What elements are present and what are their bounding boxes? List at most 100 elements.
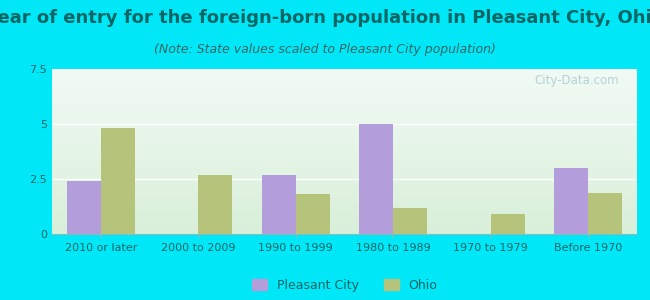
Bar <box>52 82 637 83</box>
Bar <box>52 99 637 100</box>
Bar <box>52 196 637 197</box>
Bar <box>52 168 637 169</box>
Bar <box>52 187 637 188</box>
Bar <box>52 179 637 180</box>
Bar <box>52 226 637 227</box>
Bar <box>52 139 637 140</box>
Bar <box>52 72 637 73</box>
Bar <box>52 107 637 108</box>
Bar <box>52 162 637 163</box>
Bar <box>52 154 637 155</box>
Bar <box>52 132 637 133</box>
Bar <box>52 228 637 229</box>
Bar <box>52 140 637 141</box>
Bar <box>52 205 637 206</box>
Bar <box>52 160 637 161</box>
Bar <box>52 79 637 80</box>
Bar <box>52 173 637 174</box>
Bar <box>52 86 637 87</box>
Bar <box>52 177 637 178</box>
Bar <box>52 111 637 112</box>
Bar <box>101 128 135 234</box>
Bar <box>66 181 101 234</box>
Bar <box>52 69 637 70</box>
Bar <box>52 210 637 211</box>
Bar <box>52 78 637 79</box>
Bar <box>52 100 637 101</box>
Bar <box>52 136 637 137</box>
Bar <box>52 120 637 121</box>
Bar <box>52 152 637 153</box>
Bar <box>52 201 637 202</box>
Bar <box>52 159 637 160</box>
Bar <box>52 218 637 219</box>
Bar <box>359 124 393 234</box>
Bar <box>52 105 637 106</box>
Bar <box>52 121 637 122</box>
Bar <box>52 164 637 165</box>
Legend: Pleasant City, Ohio: Pleasant City, Ohio <box>246 274 443 297</box>
Bar <box>52 191 637 192</box>
Bar <box>52 156 637 157</box>
Bar <box>52 116 637 117</box>
Bar <box>52 90 637 91</box>
Bar <box>52 96 637 97</box>
Bar <box>52 95 637 96</box>
Bar <box>52 143 637 144</box>
Bar <box>52 165 637 166</box>
Bar <box>52 171 637 172</box>
Bar <box>52 144 637 145</box>
Bar <box>52 221 637 222</box>
Bar <box>52 148 637 149</box>
Bar <box>52 77 637 78</box>
Bar <box>52 197 637 198</box>
Bar <box>52 192 637 193</box>
Bar <box>52 186 637 187</box>
Bar <box>52 153 637 154</box>
Bar <box>52 158 637 159</box>
Bar <box>52 175 637 176</box>
Bar <box>52 130 637 131</box>
Bar <box>52 217 637 218</box>
Bar <box>52 75 637 76</box>
Bar <box>52 216 637 217</box>
Bar <box>52 213 637 214</box>
Bar <box>52 117 637 118</box>
Bar <box>52 89 637 90</box>
Bar <box>52 124 637 125</box>
Bar <box>52 231 637 232</box>
Bar <box>52 146 637 147</box>
Bar <box>52 229 637 230</box>
Bar <box>52 84 637 85</box>
Bar <box>52 194 637 195</box>
Bar <box>52 80 637 81</box>
Bar <box>52 169 637 170</box>
Bar <box>52 92 637 93</box>
Bar <box>52 133 637 134</box>
Bar <box>52 74 637 75</box>
Bar <box>52 233 637 234</box>
Bar <box>52 147 637 148</box>
Bar <box>52 70 637 71</box>
Bar <box>261 175 296 234</box>
Bar <box>52 141 637 142</box>
Bar <box>52 101 637 102</box>
Bar <box>52 103 637 104</box>
Bar <box>52 200 637 201</box>
Bar <box>52 131 637 132</box>
Bar <box>52 199 637 200</box>
Bar <box>52 114 637 115</box>
Bar <box>52 118 637 119</box>
Bar <box>52 129 637 130</box>
Bar <box>52 149 637 150</box>
Bar <box>52 203 637 204</box>
Bar <box>52 93 637 94</box>
Bar <box>52 83 637 84</box>
Bar <box>52 126 637 127</box>
Bar <box>52 184 637 185</box>
Bar <box>52 71 637 72</box>
Bar <box>52 182 637 183</box>
Bar <box>52 128 637 129</box>
Bar <box>52 176 637 177</box>
Bar <box>52 134 637 135</box>
